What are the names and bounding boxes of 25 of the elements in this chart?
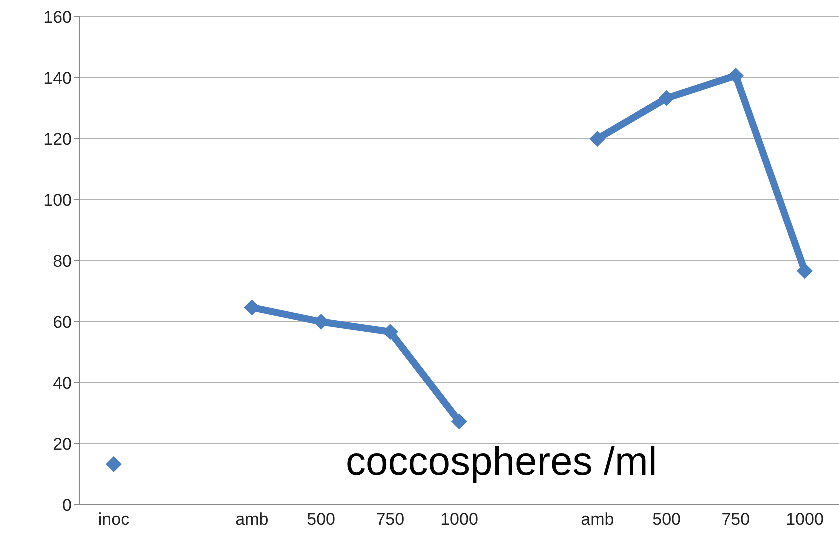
point xyxy=(658,90,675,106)
y-tick-label: 100 xyxy=(44,191,72,210)
x-tick-label: inoc xyxy=(98,510,130,530)
y-tick-label: 40 xyxy=(53,374,72,394)
x-tick-label: 1000 xyxy=(786,510,824,530)
point xyxy=(590,131,606,147)
y-tick-label: 60 xyxy=(53,313,72,332)
point xyxy=(452,414,468,430)
x-tick-label: amb xyxy=(236,510,269,530)
x-tick-label: amb xyxy=(581,510,614,530)
y-tick-label: 20 xyxy=(53,435,72,454)
annotation: coccospheres /ml xyxy=(346,440,658,485)
x-tick-label: 750 xyxy=(376,510,405,530)
point xyxy=(106,456,122,472)
x-tick-label: 500 xyxy=(307,510,336,530)
x-tick-label: 1000 xyxy=(440,510,478,530)
x-tick-label: 750 xyxy=(722,510,750,530)
y-tick-label: 160 xyxy=(44,8,72,28)
y-tick-label: 120 xyxy=(44,130,72,150)
point xyxy=(728,68,744,84)
x-tick-label: 500 xyxy=(652,510,681,530)
y-tick-label: 80 xyxy=(53,252,72,272)
y-tick-label: 0 xyxy=(62,496,72,516)
y-tick-label: 140 xyxy=(44,69,72,88)
point xyxy=(797,263,813,280)
